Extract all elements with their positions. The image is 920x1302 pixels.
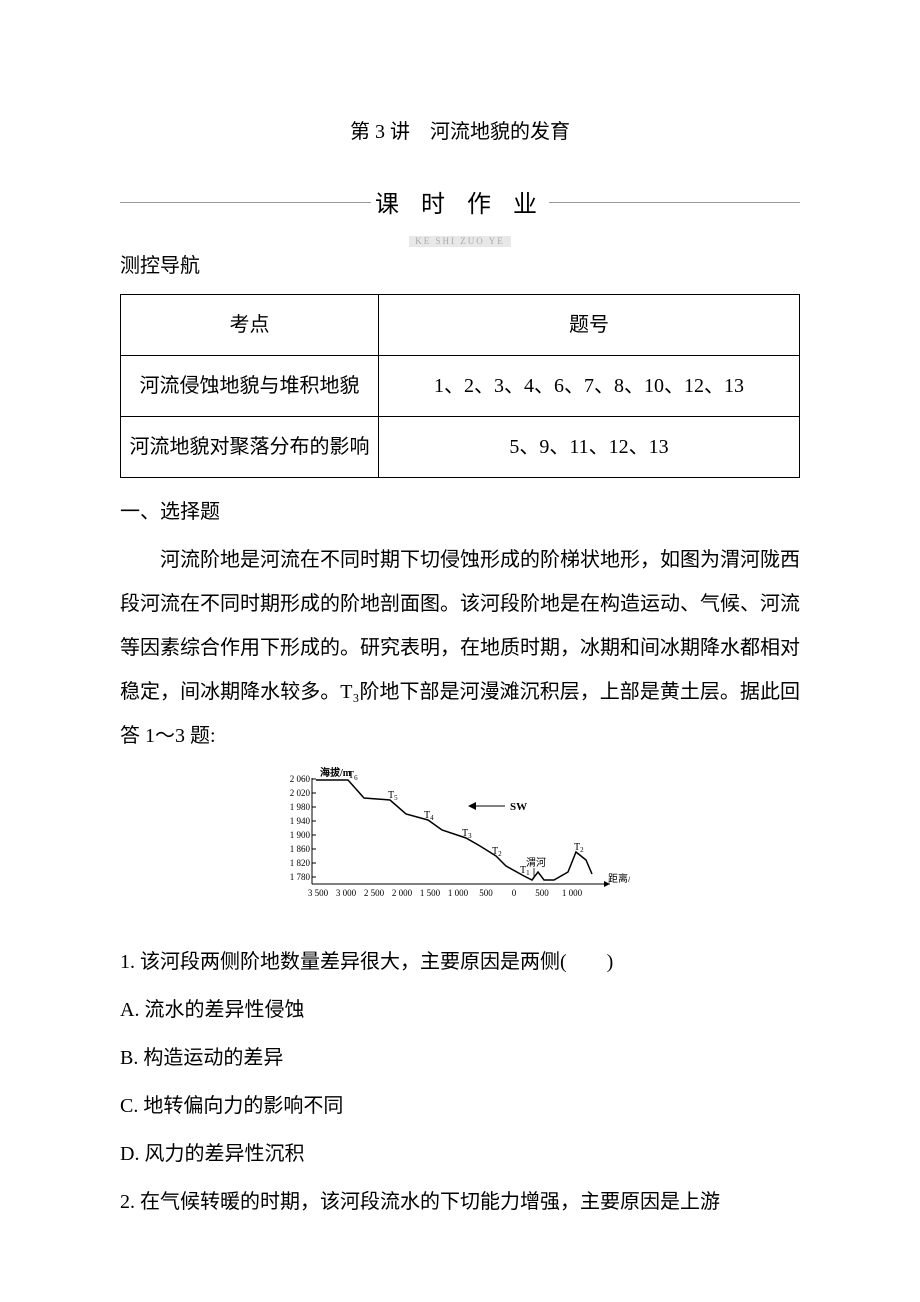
nav-table: 考点 题号 河流侵蚀地貌与堆积地貌 1、2、3、4、6、7、8、10、12、13… bbox=[120, 294, 800, 478]
table-cell: 河流地貌对聚落分布的影响 bbox=[121, 417, 379, 478]
svg-text:T5: T5 bbox=[388, 790, 398, 802]
table-header-cell: 考点 bbox=[121, 295, 379, 356]
direction-arrow: SW bbox=[468, 801, 527, 813]
intro-paragraph: 河流阶地是河流在不同时期下切侵蚀形成的阶梯状地形，如图为渭河陇西段河流在不同时期… bbox=[120, 538, 800, 758]
svg-text:1 820: 1 820 bbox=[290, 858, 311, 868]
y-axis-label: 海拔/m bbox=[320, 766, 352, 779]
table-header-cell: 题号 bbox=[379, 295, 800, 356]
svg-text:1 780: 1 780 bbox=[290, 872, 311, 882]
svg-text:2 060: 2 060 bbox=[290, 774, 311, 784]
section-1-label: 一、选择题 bbox=[120, 490, 800, 534]
option-c: C. 地转偏向力的影响不同 bbox=[120, 1084, 800, 1128]
svg-text:SW: SW bbox=[510, 801, 527, 813]
option-a: A. 流水的差异性侵蚀 bbox=[120, 988, 800, 1032]
svg-text:500: 500 bbox=[479, 888, 493, 898]
river-label: 渭河 bbox=[526, 857, 546, 869]
svg-text:0: 0 bbox=[512, 888, 517, 898]
svg-text:T2: T2 bbox=[492, 846, 502, 858]
table-cell: 5、9、11、12、13 bbox=[379, 417, 800, 478]
table-row: 河流地貌对聚落分布的影响 5、9、11、12、13 bbox=[121, 417, 800, 478]
table-cell: 1、2、3、4、6、7、8、10、12、13 bbox=[379, 356, 800, 417]
table-cell: 河流侵蚀地貌与堆积地貌 bbox=[121, 356, 379, 417]
svg-text:1 860: 1 860 bbox=[290, 844, 311, 854]
svg-text:T3: T3 bbox=[462, 828, 472, 840]
svg-text:1 500: 1 500 bbox=[420, 888, 441, 898]
option-d: D. 风力的差异性沉积 bbox=[120, 1132, 800, 1176]
svg-text:1 940: 1 940 bbox=[290, 816, 311, 826]
terrace-profile-line bbox=[316, 780, 592, 880]
svg-text:2 500: 2 500 bbox=[364, 888, 385, 898]
svg-text:3 500: 3 500 bbox=[308, 888, 329, 898]
question-2: 2. 在气候转暖的时期，该河段流水的下切能力增强，主要原因是上游 bbox=[120, 1180, 800, 1224]
svg-text:1 980: 1 980 bbox=[290, 802, 311, 812]
question-1: 1. 该河段两侧阶地数量差异很大，主要原因是两侧( ) bbox=[120, 940, 800, 984]
table-row: 河流侵蚀地貌与堆积地貌 1、2、3、4、6、7、8、10、12、13 bbox=[121, 356, 800, 417]
section-header-text: 课 时 作 业 bbox=[375, 191, 545, 220]
terrace-profile-chart: 海拔/m 2 060 2 020 1 980 1 940 1 900 1 860… bbox=[120, 766, 800, 932]
svg-text:1 000: 1 000 bbox=[448, 888, 469, 898]
nav-label: 测控导航 bbox=[120, 244, 800, 288]
table-header-row: 考点 题号 bbox=[121, 295, 800, 356]
option-b: B. 构造运动的差异 bbox=[120, 1036, 800, 1080]
svg-text:2 020: 2 020 bbox=[290, 788, 311, 798]
svg-text:3 000: 3 000 bbox=[336, 888, 357, 898]
svg-text:T6: T6 bbox=[348, 770, 358, 782]
x-axis-label: 距离/m bbox=[608, 872, 630, 885]
svg-text:1 900: 1 900 bbox=[290, 830, 311, 840]
svg-text:500: 500 bbox=[535, 888, 549, 898]
svg-text:2 000: 2 000 bbox=[392, 888, 413, 898]
section-header-pinyin: KE SHI ZUO YE bbox=[409, 236, 510, 247]
svg-text:1 000: 1 000 bbox=[562, 888, 583, 898]
svg-text:T2: T2 bbox=[574, 842, 584, 854]
svg-text:T4: T4 bbox=[424, 810, 434, 822]
section-divider: 课 时 作 业 KE SHI ZUO YE bbox=[120, 184, 800, 224]
page-title: 第 3 讲 河流地貌的发育 bbox=[120, 110, 800, 154]
